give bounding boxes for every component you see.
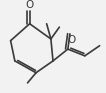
Text: O: O [67, 35, 75, 45]
Text: O: O [26, 0, 34, 10]
